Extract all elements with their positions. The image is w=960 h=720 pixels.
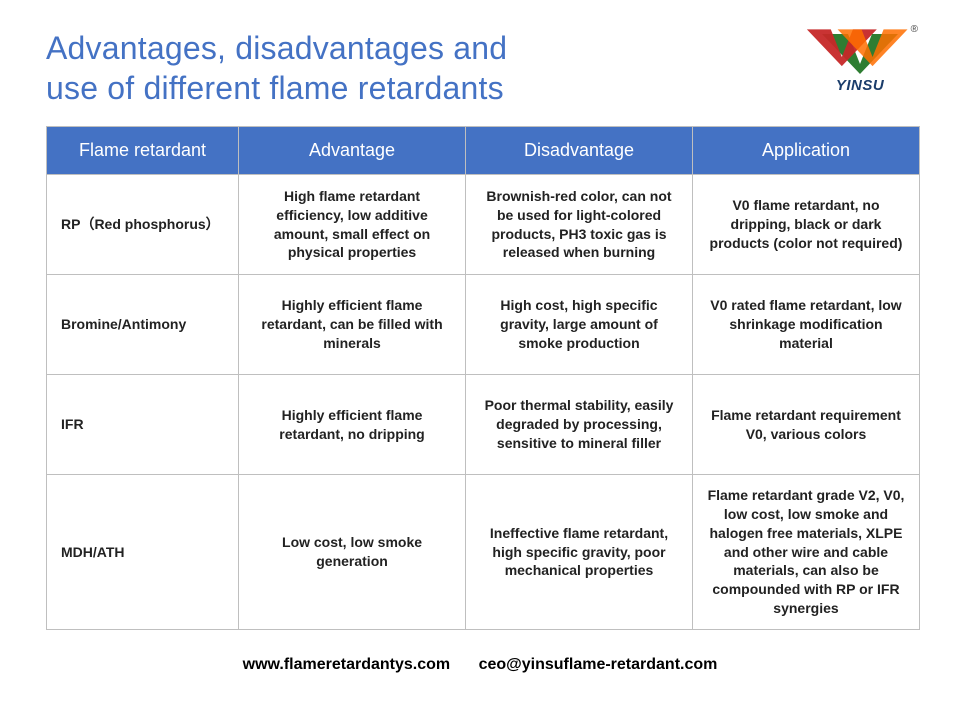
table-header: Flame retardant Advantage Disadvantage A… [47,127,920,175]
registered-mark-icon: ® [911,24,918,35]
col-application: Application [692,127,919,175]
brand-logo: YINSU ® [800,24,920,104]
page-title: Advantages, disadvantages and use of dif… [46,28,507,108]
cell-name: IFR [47,375,239,475]
table-row: MDH/ATH Low cost, low smoke generation I… [47,475,920,630]
cell-advantage: Highly efficient flame retardant, no dri… [239,375,466,475]
cell-application: Flame retardant requirement V0, various … [692,375,919,475]
cell-disadvantage: High cost, high specific gravity, large … [466,275,693,375]
cell-disadvantage: Brownish-red color, can not be used for … [466,175,693,275]
footer-website: www.flameretardantys.com [243,656,450,673]
comparison-table: Flame retardant Advantage Disadvantage A… [46,126,920,630]
table-row: Bromine/Antimony Highly efficient flame … [47,275,920,375]
table-row: IFR Highly efficient flame retardant, no… [47,375,920,475]
title-line-1: Advantages, disadvantages and [46,30,507,66]
cell-name: RP（Red phosphorus） [47,175,239,275]
cell-disadvantage: Ineffective flame retardant, high specif… [466,475,693,630]
cell-name: MDH/ATH [47,475,239,630]
comparison-table-container: Flame retardant Advantage Disadvantage A… [0,126,960,630]
table-row: RP（Red phosphorus） High flame retardant … [47,175,920,275]
footer-email: ceo@yinsuflame-retardant.com [479,656,718,673]
cell-application: Flame retardant grade V2, V0, low cost, … [692,475,919,630]
footer: www.flameretardantys.com ceo@yinsuflame-… [0,630,960,674]
col-flame-retardant: Flame retardant [47,127,239,175]
cell-advantage: Highly efficient flame retardant, can be… [239,275,466,375]
col-advantage: Advantage [239,127,466,175]
logo-text: YINSU [800,77,920,94]
title-line-2: use of different flame retardants [46,70,504,106]
cell-name: Bromine/Antimony [47,275,239,375]
cell-application: V0 rated flame retardant, low shrinkage … [692,275,919,375]
cell-application: V0 flame retardant, no dripping, black o… [692,175,919,275]
header: Advantages, disadvantages and use of dif… [0,0,960,126]
cell-disadvantage: Poor thermal stability, easily degraded … [466,375,693,475]
col-disadvantage: Disadvantage [466,127,693,175]
table-body: RP（Red phosphorus） High flame retardant … [47,175,920,630]
cell-advantage: High flame retardant efficiency, low add… [239,175,466,275]
cell-advantage: Low cost, low smoke generation [239,475,466,630]
